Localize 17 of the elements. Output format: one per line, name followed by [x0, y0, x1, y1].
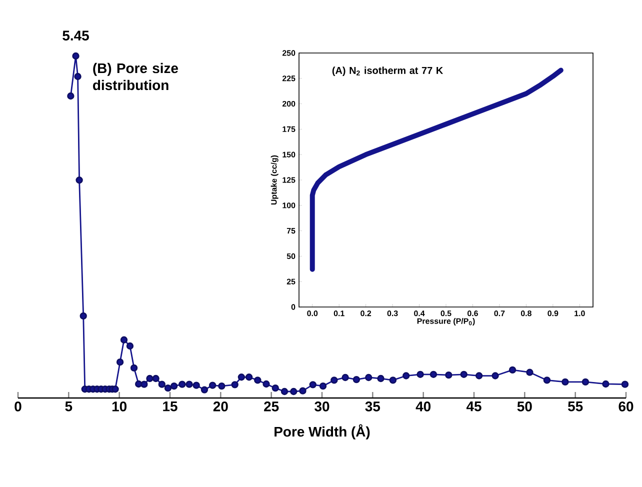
x-tick-label: 45: [466, 402, 482, 412]
x-tick-label: 25: [264, 402, 279, 412]
text: (B) Pore size distribution: [93, 62, 178, 90]
text: (A) N$_{2}$ isotherm at 77 K: [332, 66, 444, 76]
x-tick-label: 50: [517, 402, 532, 412]
x-tick-label: 35: [365, 402, 380, 412]
x-tick-label: 5: [65, 402, 72, 412]
x-tick-label: 0: [14, 402, 22, 412]
x-tick-label: 60: [618, 402, 634, 412]
x-tick-label: 55: [568, 402, 583, 412]
x-axis-title: Pore Width (Å): [274, 424, 370, 440]
x-tick-label: 15: [163, 402, 178, 412]
x-tick-label: 10: [112, 402, 127, 412]
x-tick-label: 30: [314, 402, 330, 412]
annotation: 5.45: [62, 30, 89, 41]
x-tick-label: 20: [213, 402, 228, 412]
x-tick-label: 40: [416, 402, 431, 412]
